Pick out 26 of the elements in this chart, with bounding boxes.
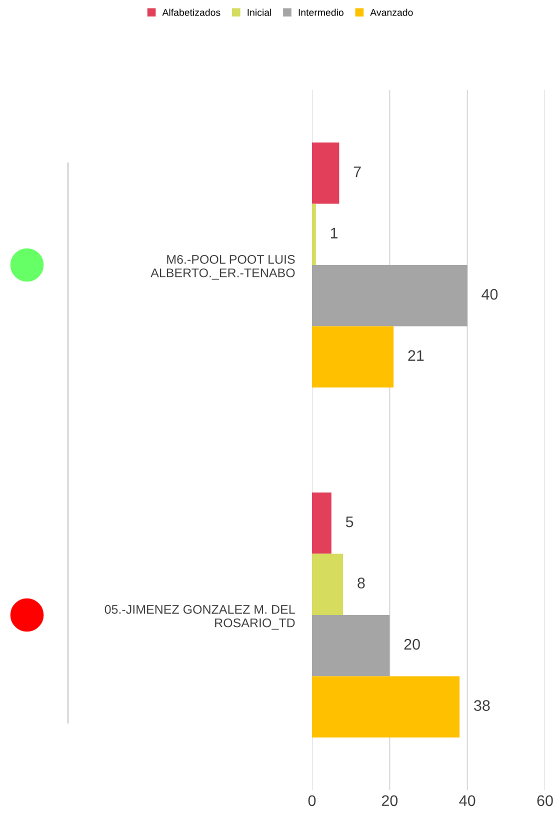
data-label: 40: [482, 288, 498, 300]
bar: [312, 615, 390, 676]
bar: [312, 492, 332, 554]
legend-label: Intermedio: [298, 8, 344, 16]
bar: [312, 265, 468, 326]
legend-label: Alfabetizados: [162, 8, 220, 16]
y-tick-label: 05.-JIMENEZ GONZALEZ M. DEL ROSARIO_TD: [104, 604, 295, 630]
y-tick-label: M6.-POOL POOT LUIS ALBERTO._ER.-TENABO: [150, 254, 295, 280]
data-label: 20: [404, 638, 420, 650]
data-label: 1: [330, 228, 338, 238]
bar: [312, 142, 340, 204]
data-label: 5: [346, 516, 354, 528]
data-label: 38: [474, 700, 490, 711]
bar: [312, 554, 344, 615]
data-label: 21: [408, 350, 424, 361]
x-tick-label: 60: [537, 795, 553, 806]
legend-label: Inicial: [248, 8, 272, 16]
data-label: 7: [354, 166, 361, 178]
x-tick-label: 40: [459, 795, 476, 806]
bar: [312, 204, 316, 265]
bar: [312, 326, 394, 388]
x-tick-label: 20: [382, 795, 398, 806]
legend-label: Avanzado: [370, 8, 413, 16]
x-tick-label: 0: [308, 795, 316, 806]
bar: [312, 676, 460, 738]
data-label: 8: [358, 578, 365, 588]
